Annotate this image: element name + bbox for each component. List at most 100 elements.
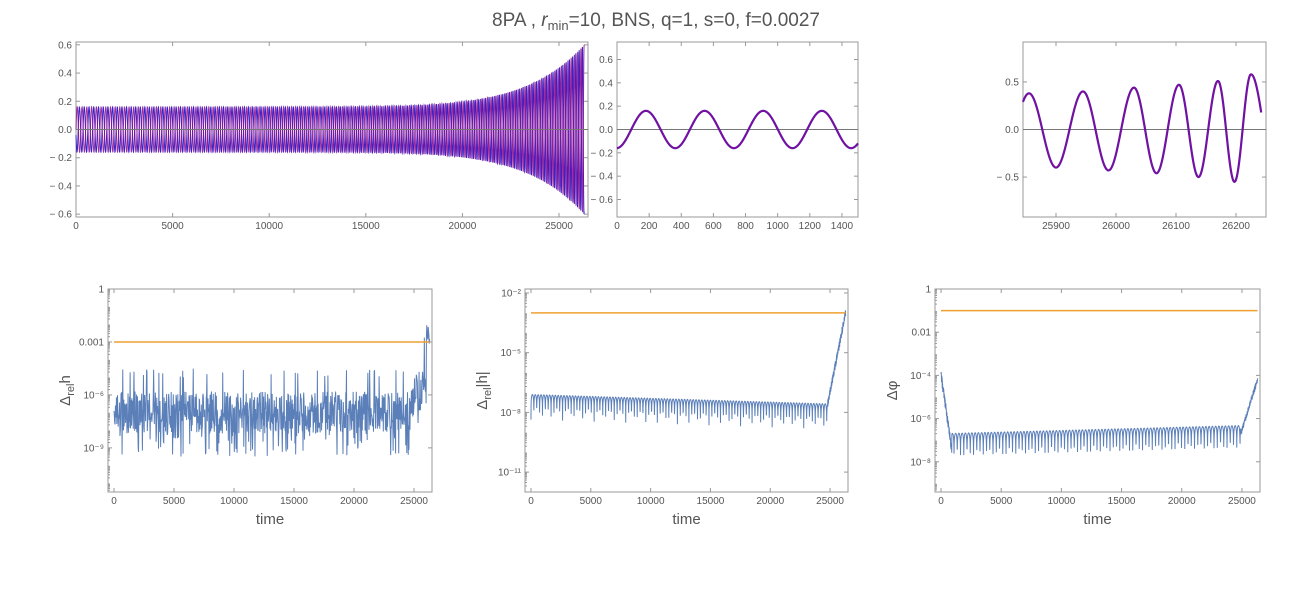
plot-frame <box>934 288 1261 493</box>
error-rel-h-panel: 0 5000 10000 15000 20000 25000 10⁻⁹ 10⁻⁶ 0.001 1 t… <box>57 285 433 528</box>
y-tick-label: 0.5 <box>1005 77 1019 88</box>
y-tick-label: 1 <box>925 285 931 296</box>
x-tick-label: 10000 <box>255 221 283 232</box>
series-line-primary <box>75 44 585 213</box>
x-tick-label: 600 <box>705 221 722 232</box>
x-tick-label: 20000 <box>340 496 368 507</box>
x-tick-label: 0 <box>614 221 620 232</box>
error-rel-abs-h-panel: 0 5000 10000 15000 20000 25000 10⁻¹¹ 10⁻⁸ 10⁻⁵ 10… <box>474 288 849 528</box>
y-tick-label: − 0.2 <box>49 153 72 164</box>
y-tick-label: 10⁻⁶ <box>910 414 931 425</box>
x-tick-label: 0 <box>111 496 117 507</box>
y-label-tail: |h| <box>474 371 491 387</box>
y-tick-label: 10⁻² <box>501 288 521 299</box>
x-tick-label: 26000 <box>1102 221 1130 232</box>
y-tick-label: 10⁻⁸ <box>500 408 521 419</box>
y-tick-label: 0.2 <box>58 97 72 108</box>
y-tick-label: − 0.2 <box>590 148 613 159</box>
title-r-subscript: min <box>547 18 569 33</box>
y-axis-label: Δφ <box>884 380 901 400</box>
y-axis-label: Δrelh <box>57 375 77 406</box>
waveform-early-panel: 0 200 400 600 800 1000 1200 1400 − 0.6 − 0.4 − 0.2… <box>590 41 859 232</box>
error-series-line <box>530 310 847 429</box>
x-tick-label: 0 <box>528 496 534 507</box>
error-phase-panel: 0 5000 10000 15000 20000 25000 10⁻⁸ 10⁻⁶ 10⁻⁴ 0.0… <box>884 285 1261 528</box>
x-tick-label: 1400 <box>831 221 854 232</box>
x-tick-label: 5000 <box>580 496 603 507</box>
y-label-sub: rel <box>482 387 494 399</box>
y-tick-label: 10⁻⁴ <box>910 371 931 382</box>
y-tick-label: − 0.6 <box>590 195 613 206</box>
x-tick-label: 0 <box>938 496 944 507</box>
series-line-primary <box>1022 73 1262 183</box>
y-axis-label: Δrel|h| <box>474 371 494 409</box>
y-label-sub: rel <box>65 384 77 396</box>
y-tick-label: 10⁻⁹ <box>83 443 104 454</box>
y-label-main: Δφ <box>884 380 901 400</box>
x-tick-label: 15000 <box>280 496 308 507</box>
y-tick-label: − 0.6 <box>49 210 72 221</box>
y-tick-label: 0.0 <box>58 125 72 136</box>
x-tick-label: 25000 <box>1228 496 1256 507</box>
y-tick-label: 0.01 <box>912 328 932 339</box>
waveform-full-panel: 0 5000 10000 15000 20000 25000 − 0.6 − 0.4 − 0.2… <box>49 40 589 232</box>
y-tick-label: 0.2 <box>599 102 613 113</box>
y-tick-label: 10⁻¹¹ <box>498 468 522 479</box>
x-tick-label: 5000 <box>163 496 186 507</box>
x-tick-label: 10000 <box>1047 496 1075 507</box>
x-tick-label: 0 <box>73 221 79 232</box>
title-prefix: 8PA , <box>492 10 542 31</box>
x-tick-label: 15000 <box>1108 496 1136 507</box>
y-tick-label: 0.6 <box>58 40 72 51</box>
x-tick-label: 25900 <box>1042 221 1070 232</box>
x-tick-label: 26100 <box>1162 221 1190 232</box>
x-tick-label: 5000 <box>990 496 1013 507</box>
y-tick-label: − 0.5 <box>996 173 1019 184</box>
x-tick-label: 400 <box>673 221 690 232</box>
y-tick-label: − 0.4 <box>590 172 613 183</box>
x-axis-label: time <box>256 511 284 528</box>
error-series-line <box>940 371 1259 456</box>
x-tick-label: 15000 <box>697 496 725 507</box>
x-tick-label: 800 <box>737 221 754 232</box>
x-tick-label: 10000 <box>637 496 665 507</box>
waveform-late-panel: 25900 26000 26100 26200 − 0.5 0.0 0.5 <box>996 41 1267 232</box>
plot-frame <box>107 288 433 493</box>
title-r-symbol: r <box>541 10 548 31</box>
figure-title: 8PA , rmin=10, BNS, q=1, s=0, f=0.0027 <box>0 10 1312 33</box>
y-label-main: Δ <box>474 400 491 410</box>
y-tick-label: 0.0 <box>1005 125 1019 136</box>
x-tick-label: 15000 <box>352 221 380 232</box>
series-line-primary <box>616 110 859 149</box>
x-tick-label: 20000 <box>756 496 784 507</box>
y-tick-label: 0.0 <box>599 125 613 136</box>
x-tick-label: 20000 <box>449 221 477 232</box>
x-tick-label: 5000 <box>161 221 184 232</box>
x-tick-label: 1200 <box>799 221 822 232</box>
x-tick-label: 25000 <box>545 221 573 232</box>
y-tick-label: 10⁻⁵ <box>500 348 521 359</box>
y-tick-label: 1 <box>98 285 104 296</box>
y-tick-label: − 0.4 <box>49 181 72 192</box>
plot-frame <box>524 288 849 493</box>
y-label-main: Δ <box>57 396 74 406</box>
x-tick-label: 26200 <box>1222 221 1250 232</box>
x-tick-label: 20000 <box>1168 496 1196 507</box>
y-tick-label: 0.6 <box>599 55 613 66</box>
y-tick-label: 0.4 <box>599 78 613 89</box>
y-tick-label: 10⁻⁶ <box>83 390 104 401</box>
title-suffix: =10, BNS, q=1, s=0, f=0.0027 <box>568 10 820 31</box>
x-tick-label: 1000 <box>767 221 790 232</box>
x-tick-label: 200 <box>641 221 658 232</box>
series-line-secondary <box>75 46 585 215</box>
x-tick-label: 25000 <box>816 496 844 507</box>
y-tick-label: 10⁻⁸ <box>910 457 931 468</box>
x-tick-label: 25000 <box>400 496 428 507</box>
error-series-line <box>113 325 431 457</box>
x-axis-label: time <box>1083 511 1111 528</box>
y-tick-label: 0.4 <box>58 69 72 80</box>
x-axis-label: time <box>672 511 700 528</box>
y-label-tail: h <box>57 375 74 383</box>
y-tick-label: 0.001 <box>79 337 104 348</box>
